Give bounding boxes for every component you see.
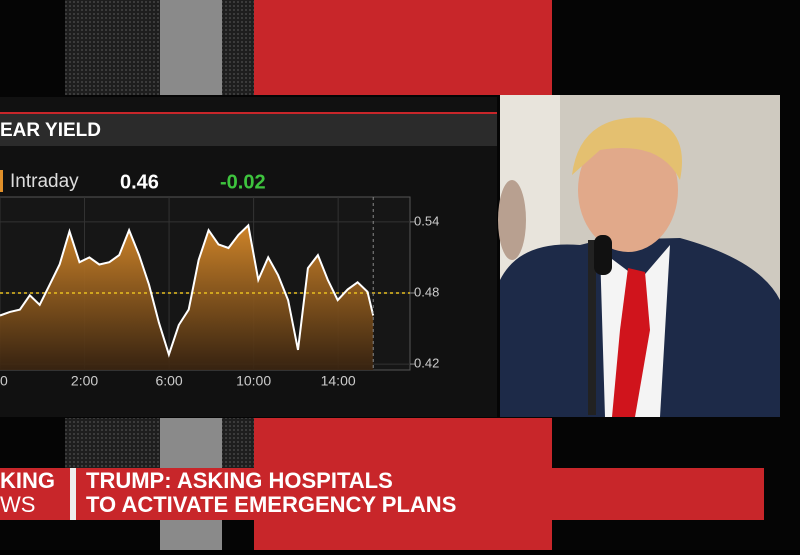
ticker-label: WS [0, 492, 35, 517]
video-mic [594, 235, 612, 275]
x-tick-label: 10:00 [236, 373, 271, 389]
ticker-bg [76, 468, 764, 520]
backdrop-stripe [160, 418, 222, 468]
last-value: 0.46 [120, 171, 159, 193]
video-face [578, 128, 678, 252]
ticker-label: KING [0, 468, 55, 493]
backdrop-red [254, 418, 552, 468]
video-mic-stand [588, 240, 596, 415]
backdrop-stripe [222, 418, 254, 468]
line [0, 223, 375, 358]
ticker-headline: TRUMP: ASKING HOSPITALS [86, 468, 393, 493]
change-value: -0.02 [220, 171, 266, 193]
video-tie [612, 268, 650, 417]
backdrop-stripe [160, 0, 222, 95]
y-tick-label: 0.42 [414, 356, 439, 371]
backdrop-stripe [65, 0, 160, 95]
backdrop-stripe [160, 520, 222, 550]
panel-accent [0, 112, 497, 114]
video-feed [498, 95, 780, 417]
chart-title: EAR YIELD [0, 120, 101, 141]
x-tick-label: 00 [0, 373, 8, 389]
video-bystander [498, 180, 526, 260]
video-hair [572, 117, 682, 180]
x-tick-label: 14:00 [321, 373, 356, 389]
legend-label: Intraday [10, 171, 79, 192]
panel-header [0, 114, 497, 146]
ticker-label-bg [0, 468, 70, 520]
x-tick-label: 2:00 [71, 373, 98, 389]
area-fill [0, 225, 374, 370]
y-tick-label: 0.48 [414, 284, 439, 299]
backdrop-red [254, 0, 552, 95]
legend-swatch [0, 170, 3, 192]
x-tick-label: 6:00 [155, 373, 182, 389]
backdrop-stripe [222, 0, 254, 95]
y-tick-label: 0.54 [414, 213, 439, 228]
backdrop-stripe [65, 418, 160, 468]
ticker-headline: TO ACTIVATE EMERGENCY PLANS [86, 492, 456, 517]
ticker-divider [70, 468, 76, 520]
backdrop-red [254, 520, 552, 550]
